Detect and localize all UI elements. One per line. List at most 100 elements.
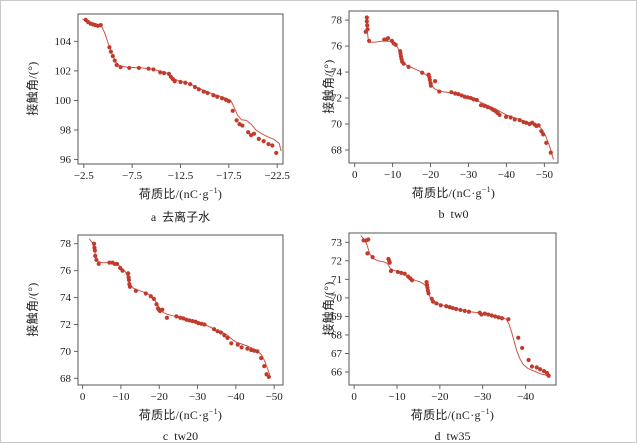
data-point (444, 304, 449, 309)
data-point (399, 270, 404, 275)
data-point (225, 335, 230, 341)
subplot-a-deionized-water: 接触角/(°) −2.5 −7.5 −12.5 −17.5 −22.5 96 98 100 10… (1, 1, 319, 224)
x-tick-label: −10 (388, 391, 406, 403)
data-point (92, 248, 97, 253)
data-point (395, 269, 400, 275)
y-tick-label: 74 (331, 67, 343, 79)
data-point (364, 19, 369, 24)
y-tick-label: 68 (331, 145, 343, 157)
data-point (196, 87, 201, 92)
data-point (366, 237, 371, 242)
data-point (251, 131, 257, 136)
plot-frame (77, 234, 284, 386)
data-point (151, 296, 156, 302)
data-point (365, 23, 370, 28)
x-axis-label-superscript: −1 (480, 407, 490, 416)
data-point (499, 316, 505, 321)
data-point (172, 79, 177, 84)
data-point (548, 150, 553, 155)
data-point (274, 150, 279, 156)
data-point (192, 85, 198, 90)
x-axis-label-close: ) (217, 187, 223, 201)
data-point (133, 288, 138, 293)
data-point (120, 268, 125, 273)
data-point (229, 341, 234, 346)
y-tick-label: 70 (60, 346, 72, 358)
data-point (479, 312, 484, 317)
data-point (266, 141, 271, 147)
subplot-d-tw35: 接触角/(°) 0 −10 −20 −30 −40 66 67 68 69 70 71 72 73 荷质… (319, 223, 636, 443)
data-point (107, 260, 112, 265)
data-point (508, 115, 513, 120)
data-point (146, 66, 151, 71)
x-tick-label: −2.5 (74, 170, 94, 182)
data-point (427, 77, 432, 82)
data-point (385, 36, 391, 41)
data-point (401, 61, 406, 66)
data-point (148, 294, 153, 299)
x-tick-label: −12.5 (168, 170, 194, 182)
data-point (201, 89, 206, 94)
y-tick-label: 73 (331, 237, 343, 249)
y-tick-label: 66 (331, 367, 343, 379)
data-point (430, 299, 436, 304)
data-point (160, 307, 165, 312)
x-tick-label: 0 (80, 391, 86, 403)
data-point (255, 349, 260, 354)
plot-frame (77, 13, 284, 165)
data-point (96, 261, 101, 267)
y-tick-label: 68 (60, 373, 72, 385)
data-point (202, 322, 207, 327)
data-point (107, 45, 112, 50)
data-point (364, 15, 369, 20)
data-point (454, 306, 459, 312)
x-tick-label: −20 (151, 391, 169, 403)
data-point (270, 143, 275, 148)
x-tick-label: −30 (189, 391, 207, 403)
data-point (512, 117, 517, 122)
data-point (174, 314, 179, 319)
data-point (482, 311, 487, 316)
data-point (538, 367, 543, 372)
x-axis-label: 荷质比/(nC·g−1) (349, 184, 558, 201)
chart-b-plot-area: 0 −10 −20 −30 −40 −50 68 70 72 74 76 78 (331, 10, 559, 181)
x-axis-label: 荷质比/(nC·g−1) (349, 406, 556, 423)
data-point (526, 357, 531, 363)
data-point (166, 71, 171, 76)
y-tick-label: 100 (55, 95, 72, 107)
y-tick-label: 104 (55, 36, 72, 48)
x-tick-label: −50 (536, 169, 554, 181)
data-point (496, 315, 501, 320)
subplot-caption-d: d tw35 (434, 429, 471, 443)
data-point (158, 70, 163, 75)
y-tick-label: 76 (331, 41, 343, 53)
data-point (98, 22, 103, 28)
data-point (151, 67, 156, 72)
x-axis-label-close: ) (490, 186, 496, 200)
data-point (235, 342, 240, 347)
y-tick-label: 76 (60, 265, 72, 277)
x-tick-label: 0 (351, 391, 357, 403)
data-point (536, 123, 541, 128)
x-axis-label-superscript: −1 (481, 185, 491, 194)
data-point (188, 82, 193, 87)
plot-frame (348, 232, 557, 386)
data-point (516, 335, 521, 340)
subplot-caption-a: a 去离子水 (150, 210, 211, 224)
data-point (529, 364, 535, 369)
data-point (486, 312, 491, 317)
data-point (127, 65, 132, 71)
x-axis-label-text: 荷质比/(nC·g (410, 408, 481, 422)
x-tick-label: −50 (266, 391, 284, 403)
x-tick-label: −20 (422, 169, 440, 181)
data-point (456, 92, 461, 97)
data-point (437, 89, 442, 94)
data-point (246, 130, 251, 135)
data-point (205, 90, 210, 96)
data-point (420, 70, 425, 75)
data-point (234, 118, 239, 123)
y-tick-label: 78 (331, 15, 343, 27)
data-point (161, 71, 167, 76)
data-point (94, 257, 99, 262)
